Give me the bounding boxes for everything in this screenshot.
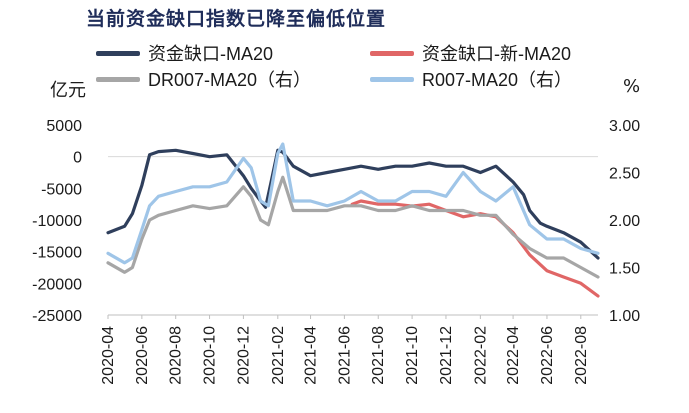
- x-tick-label-3: 2020-10: [202, 326, 219, 385]
- legend-item-gap-new: 资金缺口-新-MA20: [370, 40, 571, 66]
- legend-item-dr007: DR007-MA20（右）: [96, 66, 311, 92]
- x-tick-label-14: 2022-08: [573, 326, 590, 385]
- right-tick-label-3: 1.50: [609, 261, 640, 278]
- chart-title: 当前资金缺口指数已降至偏低位置: [86, 8, 387, 30]
- x-tick-label-10: 2021-12: [438, 326, 455, 385]
- right-axis-unit: %: [623, 76, 641, 97]
- x-tick-label-2: 2020-08: [168, 326, 185, 385]
- legend-swatch-r007: [370, 76, 414, 82]
- legend-label-gap-new: 资金缺口-新-MA20: [422, 44, 572, 64]
- x-tick-label-0: 2020-04: [100, 326, 117, 385]
- x-tick-label-1: 2020-06: [134, 326, 151, 385]
- x-tick-label-12: 2022-04: [505, 326, 522, 385]
- x-tick-label-8: 2021-08: [370, 326, 387, 385]
- left-tick-label-2: -5000: [41, 181, 82, 198]
- x-tick-label-7: 2021-06: [336, 326, 353, 385]
- left-axis-unit: 亿元: [50, 80, 86, 101]
- legend-label-gap: 资金缺口-MA20: [148, 44, 274, 64]
- x-tick-label-5: 2021-02: [270, 326, 287, 385]
- right-tick-label-4: 1.00: [609, 308, 640, 325]
- left-tick-label-3: -10000: [32, 213, 82, 230]
- right-tick-label-0: 3.00: [609, 118, 640, 135]
- legend-label-dr007: DR007-MA20（右）: [148, 70, 312, 90]
- series-line-2: [106, 175, 600, 279]
- legend-swatch-dr007: [96, 76, 140, 82]
- right-tick-label-1: 2.50: [609, 166, 640, 183]
- left-tick-label-1: 0: [73, 150, 82, 167]
- series-line-1: [350, 199, 600, 298]
- x-tick-label-11: 2022-02: [472, 326, 489, 385]
- legend-swatch-gap-new: [370, 50, 414, 56]
- legend-label-r007: R007-MA20（右）: [422, 70, 573, 90]
- left-tick-label-4: -15000: [32, 245, 82, 262]
- legend-swatch-gap: [96, 50, 140, 56]
- left-tick-label-0: 5000: [46, 118, 82, 135]
- series-line-3: [106, 142, 600, 265]
- left-tick-label-6: -25000: [32, 308, 82, 325]
- legend: 资金缺口-MA20 资金缺口-新-MA20 DR007-MA20（右） R007…: [96, 40, 656, 90]
- legend-item-gap: 资金缺口-MA20: [96, 40, 273, 66]
- x-tick-label-4: 2020-12: [235, 326, 252, 385]
- legend-item-r007: R007-MA20（右）: [370, 66, 572, 92]
- left-tick-label-5: -20000: [32, 276, 82, 293]
- x-tick-label-13: 2022-06: [539, 326, 556, 385]
- right-tick-label-2: 2.00: [609, 213, 640, 230]
- series-line-0: [106, 148, 600, 260]
- x-tick-label-6: 2021-04: [303, 326, 320, 385]
- x-tick-label-9: 2021-10: [404, 326, 421, 385]
